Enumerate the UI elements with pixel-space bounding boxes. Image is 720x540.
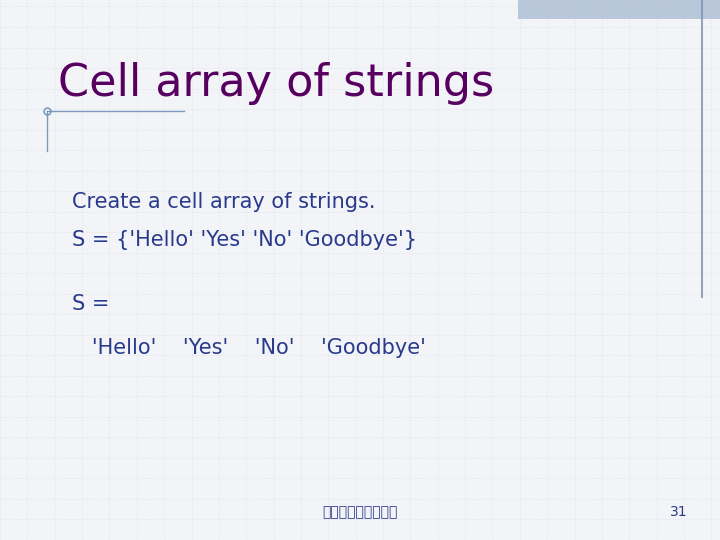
Text: 軟體實作與計算實驗: 軟體實作與計算實驗	[323, 505, 397, 519]
Text: S = {'Hello' 'Yes' 'No' 'Goodbye'}: S = {'Hello' 'Yes' 'No' 'Goodbye'}	[72, 230, 417, 249]
Bar	[518, 0, 720, 19]
Text: Create a cell array of strings.: Create a cell array of strings.	[72, 192, 376, 212]
Text: 'Hello'    'Yes'    'No'    'Goodbye': 'Hello' 'Yes' 'No' 'Goodbye'	[72, 338, 426, 357]
Text: S =: S =	[72, 294, 109, 314]
Text: 31: 31	[670, 505, 688, 519]
Text: Cell array of strings: Cell array of strings	[58, 62, 494, 105]
